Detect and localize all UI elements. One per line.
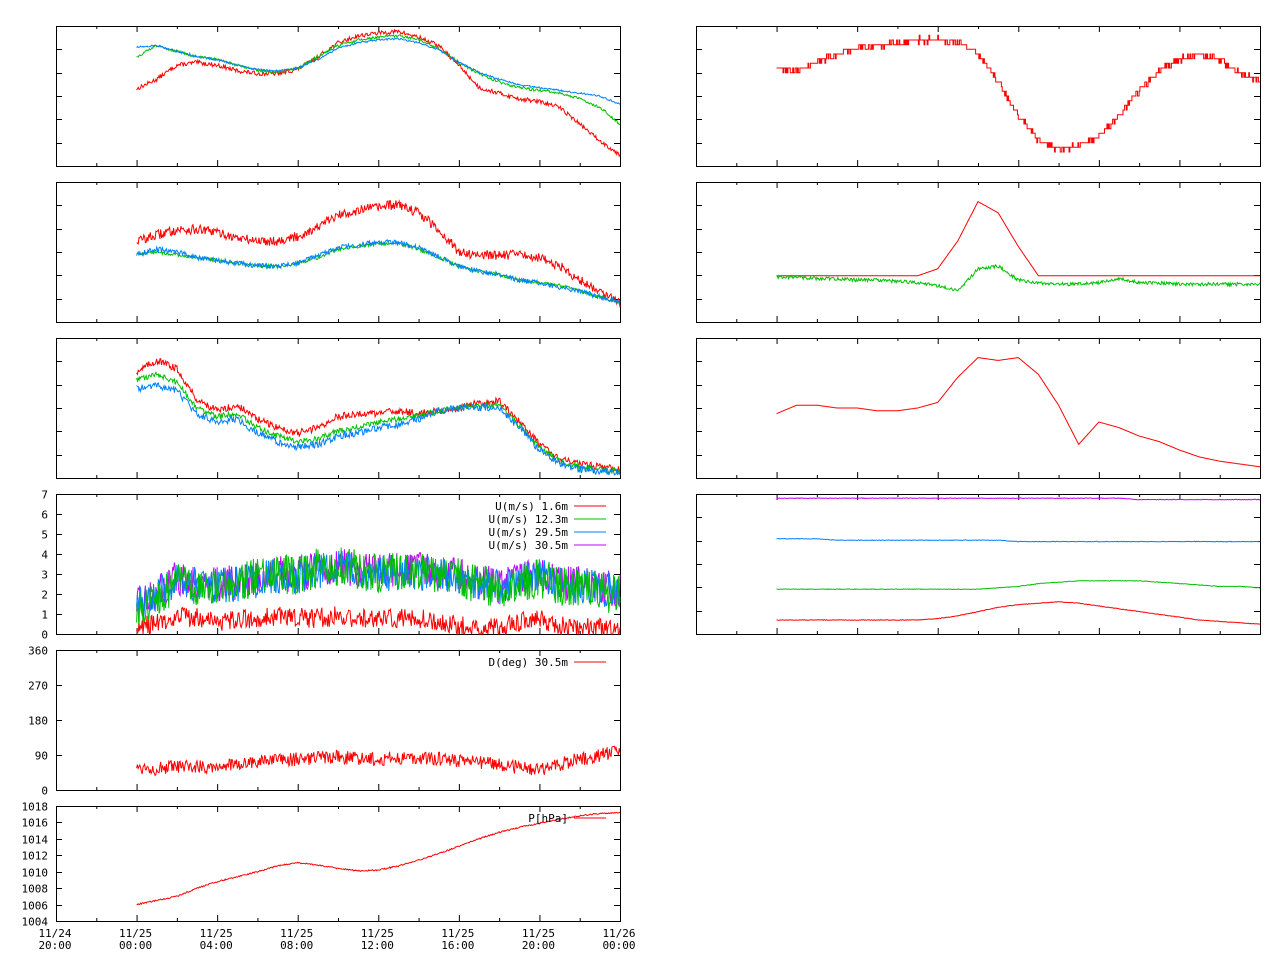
legend-label: U(m/s) 12.3m	[489, 513, 569, 526]
panel-left-2	[56, 182, 621, 323]
y-tick-label: 180	[28, 715, 48, 728]
panel-right-3	[696, 338, 1261, 479]
panel-frame	[56, 338, 621, 479]
panel-pressure: 1004 1006 1008 1010 1012 1014 1016 1018 P[hPa]	[22, 801, 621, 929]
y-tick-label: 1008	[22, 883, 49, 896]
series-line-u-m-s-1-6m	[136, 606, 621, 636]
series-line-green	[776, 263, 1261, 292]
panel-right-2	[696, 182, 1261, 323]
y-tick-label: 90	[35, 750, 48, 763]
panel-left-3	[56, 338, 621, 479]
x-tick-label: 11/25	[119, 927, 152, 940]
series-line-blue	[136, 37, 621, 105]
panel-frame	[56, 182, 621, 323]
x-tick-label: 08:00	[280, 939, 313, 952]
panel-frame	[696, 182, 1261, 323]
legend-label: U(m/s) 30.5m	[489, 539, 569, 552]
y-tick-label: 3	[41, 569, 48, 582]
panel-wind-speed: 0 1 2 3 4 5 6 7 U(m/s) 1.6mU(m/s) 12.3mU(m/s) 29…	[41, 489, 621, 642]
series-line-green	[136, 34, 621, 126]
x-tick-label: 11/25	[361, 927, 394, 940]
x-tick-label: 11/25	[441, 927, 474, 940]
series-line-green	[136, 240, 621, 304]
series-line-red	[776, 200, 1260, 277]
y-tick-label: 2	[41, 589, 48, 602]
x-tick-label: 11/25	[280, 927, 313, 940]
series-line-blue	[136, 381, 621, 476]
legend-label: P[hPa]	[528, 812, 568, 825]
series-line-blue	[136, 238, 621, 306]
series-line-d-deg-30-5m	[136, 745, 621, 777]
series-line-purple	[776, 497, 1261, 501]
x-tick-label: 20:00	[522, 939, 555, 952]
x-tick-label: 11/25	[200, 927, 233, 940]
y-tick-label: 1010	[22, 867, 49, 880]
panel-right-4	[696, 494, 1261, 635]
series-line-red	[136, 199, 621, 308]
panel-frame	[696, 338, 1261, 479]
x-tick-label: 04:00	[200, 939, 233, 952]
y-tick-label: 1012	[22, 850, 49, 863]
panel-wind-direction: 0 90 180 270 360 D(deg) 30.5m	[28, 645, 621, 798]
y-tick-label: 1004	[22, 916, 49, 929]
series-line-red	[136, 28, 621, 158]
y-tick-label: 4	[41, 549, 48, 562]
y-tick-label: 7	[41, 489, 48, 502]
y-tick-label: 1006	[22, 900, 49, 913]
y-tick-label: 1	[41, 609, 48, 622]
series-line-green	[136, 371, 621, 475]
y-tick-label: 0	[41, 629, 48, 642]
y-tick-label: 1016	[22, 817, 49, 830]
x-tick-label: 16:00	[441, 939, 474, 952]
series-line-red	[776, 34, 1260, 153]
series-line-u-m-s-12-3m	[136, 547, 621, 632]
series-line-blue	[776, 537, 1261, 543]
x-tick-label: 20:00	[38, 939, 71, 952]
panel-frame	[696, 494, 1261, 635]
legend-label: D(deg) 30.5m	[489, 656, 569, 669]
series-line-red	[776, 357, 1261, 468]
x-tick-label: 00:00	[119, 939, 152, 952]
y-tick-label: 6	[41, 509, 48, 522]
x-tick-label: 11/26	[602, 927, 635, 940]
panel-left-1	[56, 26, 621, 167]
legend-label: U(m/s) 1.6m	[495, 500, 568, 513]
series-line-red	[776, 601, 1261, 625]
y-tick-label: 5	[41, 529, 48, 542]
y-tick-label: 0	[41, 785, 48, 798]
x-tick-label: 11/24	[38, 927, 71, 940]
y-tick-label: 270	[28, 680, 48, 693]
y-tick-label: 360	[28, 645, 48, 658]
y-tick-label: 1014	[22, 834, 49, 847]
x-tick-label: 12:00	[361, 939, 394, 952]
series-line-p-hpa-	[136, 811, 621, 906]
panel-right-1	[696, 26, 1261, 167]
panel-frame	[696, 26, 1261, 167]
legend-label: U(m/s) 29.5m	[489, 526, 569, 539]
series-line-green	[776, 579, 1261, 591]
x-tick-label: 11/25	[522, 927, 555, 940]
x-tick-label: 00:00	[602, 939, 635, 952]
y-tick-label: 1018	[22, 801, 49, 814]
